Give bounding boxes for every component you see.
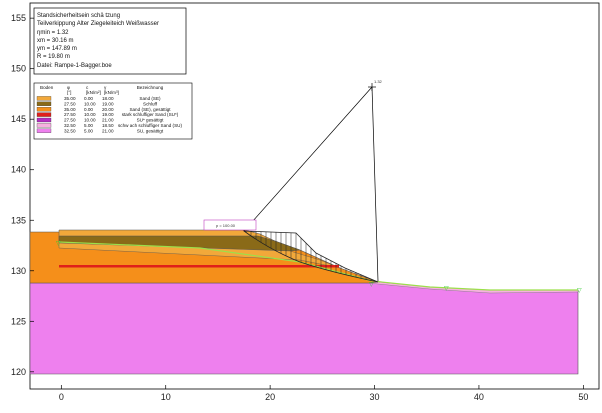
legend-name: Sand (SE), gesättigt — [129, 107, 171, 112]
info-line-3: ηmin = 1.32 — [37, 30, 69, 36]
legend-header: Bezeichnung — [137, 85, 164, 90]
slip-surface — [242, 230, 379, 283]
soil-body — [29, 229, 579, 375]
legend-swatch — [36, 101, 52, 106]
critical-circle: 1.32 — [243, 79, 383, 282]
water-markers: ▽ ▽ ▽ ▽ — [56, 241, 582, 294]
radius-line-left — [243, 86, 373, 232]
legend-phi: 35.00 — [64, 96, 76, 101]
legend-header: [°] — [67, 90, 71, 95]
legend-name: schw ach schluffiger Sand (SU) — [118, 123, 182, 128]
legend-swatch — [36, 117, 52, 123]
info-line-2: Teilverkippung Alter Ziegeleiteich Weißw… — [37, 21, 159, 27]
legend-name: SU, gesättigt — [137, 128, 164, 133]
water-marker-mid: ▽ — [444, 286, 449, 292]
radius-line-right — [371, 86, 379, 282]
info-line-4: xm = 30.16 m — [37, 38, 74, 44]
soil-sand-mid — [58, 242, 341, 269]
y-tick-label: 120 — [11, 367, 26, 377]
legend-swatch — [36, 107, 52, 112]
y-tick-label: 130 — [11, 266, 26, 276]
legend-header: φ — [67, 85, 70, 90]
legend-c: 10.00 — [84, 118, 96, 123]
legend-swatch — [36, 112, 52, 117]
soil-red-layer — [59, 265, 339, 268]
legend-swatch — [36, 128, 52, 133]
x-tick-label: 40 — [474, 392, 484, 402]
info-box-frame — [33, 7, 187, 75]
legend-c: 10.00 — [84, 101, 96, 106]
legend-phi: 35.00 — [64, 107, 76, 112]
legend-phi: 27.50 — [64, 101, 76, 106]
legend-name: stark schluffiger Sand (SU*) — [122, 112, 179, 117]
x-tick-label: 50 — [578, 392, 588, 402]
water-marker-toe: ▽ — [369, 282, 374, 288]
soil-su-saturated — [29, 282, 579, 375]
legend-gamma: 19.00 — [102, 112, 114, 117]
legend-phi: 27.50 — [64, 112, 76, 117]
water-marker-left: ▽ — [56, 241, 61, 247]
legend-header: [kN/m³] — [104, 90, 119, 95]
circle-safety-label: 1.32 — [374, 79, 383, 84]
legend-swatch — [36, 96, 52, 101]
x-tick-label: 10 — [161, 392, 171, 402]
soil-legend: Boden φ[°] c[kN/m²]γ[kN/m³] Bezeichnung 35.0… — [33, 82, 193, 140]
legend-c: 5.00 — [84, 128, 93, 133]
info-line-1: Standsicherheitsein schä tzung — [37, 13, 120, 19]
legend-gamma: 20.00 — [102, 107, 114, 112]
y-tick-label: 140 — [11, 165, 26, 175]
legend-phi: 27.50 — [64, 118, 76, 123]
surface-load: p = 100.00 — [203, 219, 257, 231]
legend-gamma: 18.50 — [102, 123, 114, 128]
legend-swatch — [36, 123, 52, 128]
legend-gamma: 21.00 — [102, 128, 114, 133]
y-tick-label: 155 — [11, 13, 26, 23]
x-tick-label: 30 — [370, 392, 380, 402]
water-marker-right: ▽ — [577, 288, 582, 294]
legend-header: [kN/m²] — [86, 90, 101, 95]
legend-gamma: 19.00 — [102, 101, 114, 106]
legend-c: 0.00 — [84, 107, 93, 112]
legend-phi: 32.50 — [64, 123, 76, 128]
x-tick-label: 20 — [265, 392, 275, 402]
info-line-5: ym = 147.89 m — [37, 46, 77, 52]
legend-header: c — [86, 85, 89, 90]
legend-header: γ — [104, 85, 107, 90]
info-line-7: Datei: Rampe-1-Bagger.boe — [37, 63, 112, 69]
legend-header: Boden — [40, 85, 54, 90]
legend-c: 5.00 — [84, 123, 93, 128]
legend-gamma: 21.00 — [102, 118, 114, 123]
info-line-6: R = 19.80 m — [37, 54, 70, 60]
legend-phi: 32.50 — [64, 128, 76, 133]
load-box — [203, 219, 257, 231]
info-box: Standsicherheitsein schä tzung Teilverki… — [33, 7, 187, 75]
x-tick-label: 0 — [59, 392, 64, 402]
y-tick-label: 135 — [11, 215, 26, 225]
legend-name: SU* gesättigt — [137, 118, 165, 123]
axes: 0 10 20 30 40 50 120 125 130 135 140 145 150 155 — [11, 13, 588, 402]
load-label: p = 100.00 — [216, 223, 236, 228]
legend-name: Schluff — [143, 101, 158, 106]
legend-c: 10.00 — [84, 112, 96, 117]
legend-gamma: 18.00 — [102, 96, 114, 101]
legend-c: 0.00 — [84, 96, 93, 101]
y-tick-label: 150 — [11, 64, 26, 74]
y-tick-label: 125 — [11, 316, 26, 326]
legend-frame — [33, 82, 193, 140]
legend-name: Sand (SE) — [139, 96, 161, 101]
y-tick-label: 145 — [11, 114, 26, 124]
